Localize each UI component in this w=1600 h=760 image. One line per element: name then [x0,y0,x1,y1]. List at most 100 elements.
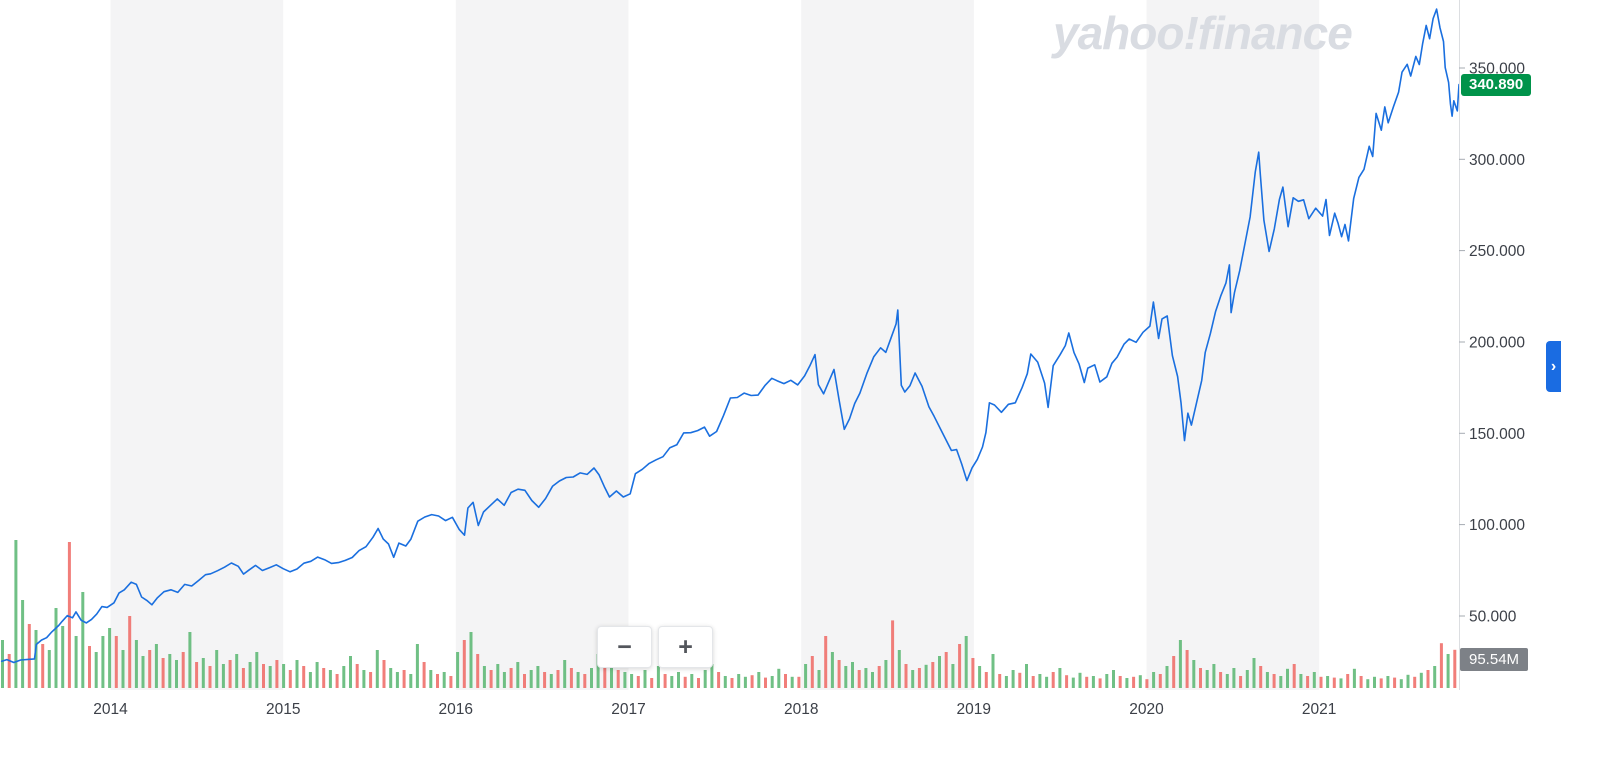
volume-bar [1252,658,1256,688]
volume-bar [1239,676,1243,688]
volume-bar [14,540,18,688]
x-axis-label: 2014 [93,701,128,718]
volume-bar [851,662,854,688]
volume-bar [683,676,687,688]
year-band [1146,0,1320,690]
volume-bar [1352,668,1356,688]
volume-bar [656,666,660,688]
y-axis-label: 150.000 [1469,426,1525,443]
volume-bar [1219,672,1223,688]
volume-bar [154,644,158,688]
x-axis-label: 2020 [1129,701,1164,718]
volume-bar [1346,674,1350,688]
volume-bar [770,676,774,688]
volume-bar [891,620,895,688]
volume-bar [1004,676,1008,688]
volume-bar [469,632,473,688]
year-band [455,0,629,690]
y-axis-label: 300.000 [1469,152,1525,169]
volume-bar [1386,676,1390,688]
volume-bar [195,662,199,688]
volume-bar [1426,670,1430,688]
volume-bar [1406,674,1410,688]
volume-bar [248,662,252,688]
volume-bar [442,672,446,688]
volume-bar [496,664,500,688]
volume-bar [1419,672,1423,688]
volume-bar [1393,677,1397,688]
volume-bar [1085,676,1089,688]
x-axis-label: 2019 [957,701,991,718]
volume-bar [971,658,975,688]
volume-bar [342,666,346,688]
volume-bar [121,650,125,688]
volume-bar [1172,656,1176,688]
volume-bar [422,662,426,688]
x-axis-label: 2018 [784,701,818,718]
volume-bar [288,670,292,688]
volume-bar [757,672,761,688]
volume-bar [27,624,31,688]
volume-bar [1158,674,1162,688]
volume-bar [1339,678,1343,688]
volume-bar [630,674,634,688]
volume-bar [1326,676,1330,688]
volume-bar [1199,668,1202,688]
volume-bar [188,632,192,688]
year-band [801,0,974,690]
y-axis-label: 350.000 [1469,61,1525,78]
volume-bar [1011,670,1015,688]
volume-bar [355,664,359,688]
volume-bar [623,672,627,688]
volume-bar [34,630,38,688]
volume-bar [958,644,962,688]
volume-bar [88,646,91,688]
volume-bar [148,650,152,688]
volume-bar [1138,675,1142,688]
volume-bar [241,668,245,688]
expand-panel-chevron-button[interactable]: › [1546,341,1561,392]
volume-bar [984,672,988,688]
volume-bar [1446,654,1450,688]
y-axis-label: 100.000 [1469,517,1525,534]
volume-bar [556,670,560,688]
volume-bar [610,664,613,688]
volume-bar [750,675,754,688]
volume-bar [1205,670,1209,688]
volume-bar [917,668,921,688]
volume-bar [141,656,145,688]
volume-bar [1065,675,1069,688]
volume-bar [590,668,593,688]
zoom-out-button[interactable]: − [597,626,652,668]
volume-bar [576,672,580,688]
volume-bar [94,652,98,688]
volume-bar [804,664,808,688]
volume-bar [536,666,540,688]
volume-bar [723,676,727,688]
volume-bar [1112,670,1115,688]
volume-bar [228,660,232,688]
volume-bar [1232,668,1236,688]
volume-bar [911,670,915,688]
volume-bar [308,672,312,688]
x-axis-label: 2021 [1302,701,1336,718]
volume-bar [871,672,874,688]
volume-bar [1373,676,1376,688]
volume-bar [489,670,493,688]
zoom-in-button[interactable]: + [658,626,713,668]
volume-bar [1038,674,1042,688]
chart-zoom-controls: − + [597,626,713,668]
volume-bar [1,640,4,688]
volume-bar [1439,643,1443,688]
volume-bar [543,672,547,688]
volume-bar [1051,672,1055,688]
volume-bar [349,656,352,688]
x-axis-label: 2015 [266,701,300,718]
price-line [0,8,1460,664]
year-band [110,0,284,690]
volume-bar [523,674,526,688]
x-axis-label: 2017 [611,701,645,718]
volume-bar [1018,672,1022,688]
volume-bar [1259,666,1263,688]
